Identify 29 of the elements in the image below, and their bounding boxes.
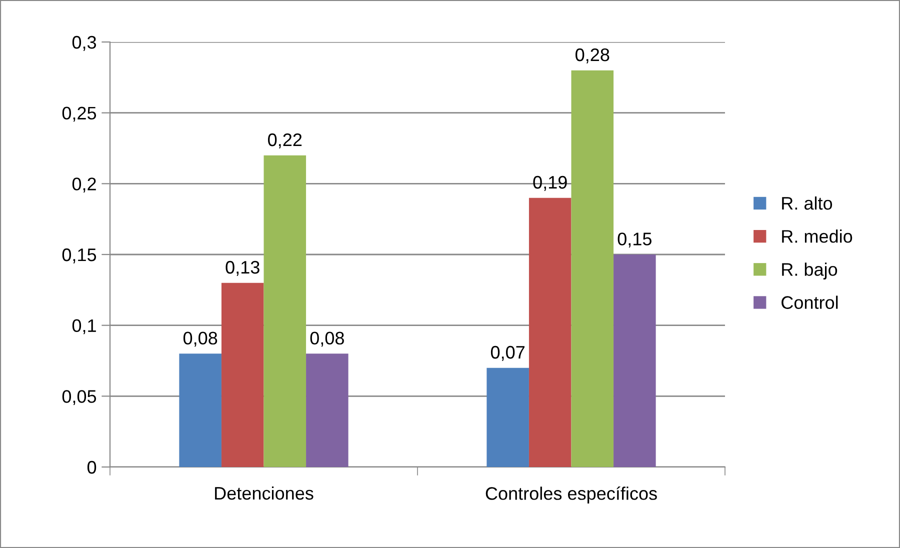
y-tick-label: 0,15 xyxy=(62,248,96,264)
legend-label: R. bajo xyxy=(782,262,838,280)
bar xyxy=(179,354,222,467)
data-label: 0,15 xyxy=(618,232,652,248)
y-tick-label: 0,2 xyxy=(72,178,96,193)
bar xyxy=(614,254,656,467)
bar xyxy=(221,282,264,467)
data-label: 0,07 xyxy=(490,346,524,361)
bar xyxy=(264,155,306,467)
legend-label: R. alto xyxy=(782,196,832,210)
data-label: 0,19 xyxy=(533,176,567,191)
data-label: 0,28 xyxy=(576,48,610,64)
y-tick-label: 0,05 xyxy=(62,390,96,406)
data-label: 0,08 xyxy=(183,332,218,347)
y-tick-label: 0,25 xyxy=(62,106,96,122)
legend-label: R. medio xyxy=(782,230,852,243)
y-tick-label: 0,1 xyxy=(72,319,96,334)
y-tick-label: 0,3 xyxy=(72,36,96,51)
legend-label: Control xyxy=(782,296,838,309)
y-tick-label: 0 xyxy=(87,460,96,474)
bar xyxy=(306,354,348,467)
data-label: 0,22 xyxy=(268,133,302,148)
bar xyxy=(486,368,529,467)
x-tick-label: Detenciones xyxy=(215,486,314,500)
data-label: 0,08 xyxy=(310,332,344,347)
bar xyxy=(528,198,572,467)
bar xyxy=(571,70,614,467)
data-label: 0,13 xyxy=(226,260,260,276)
x-tick-label: Controles específicos xyxy=(486,486,657,504)
